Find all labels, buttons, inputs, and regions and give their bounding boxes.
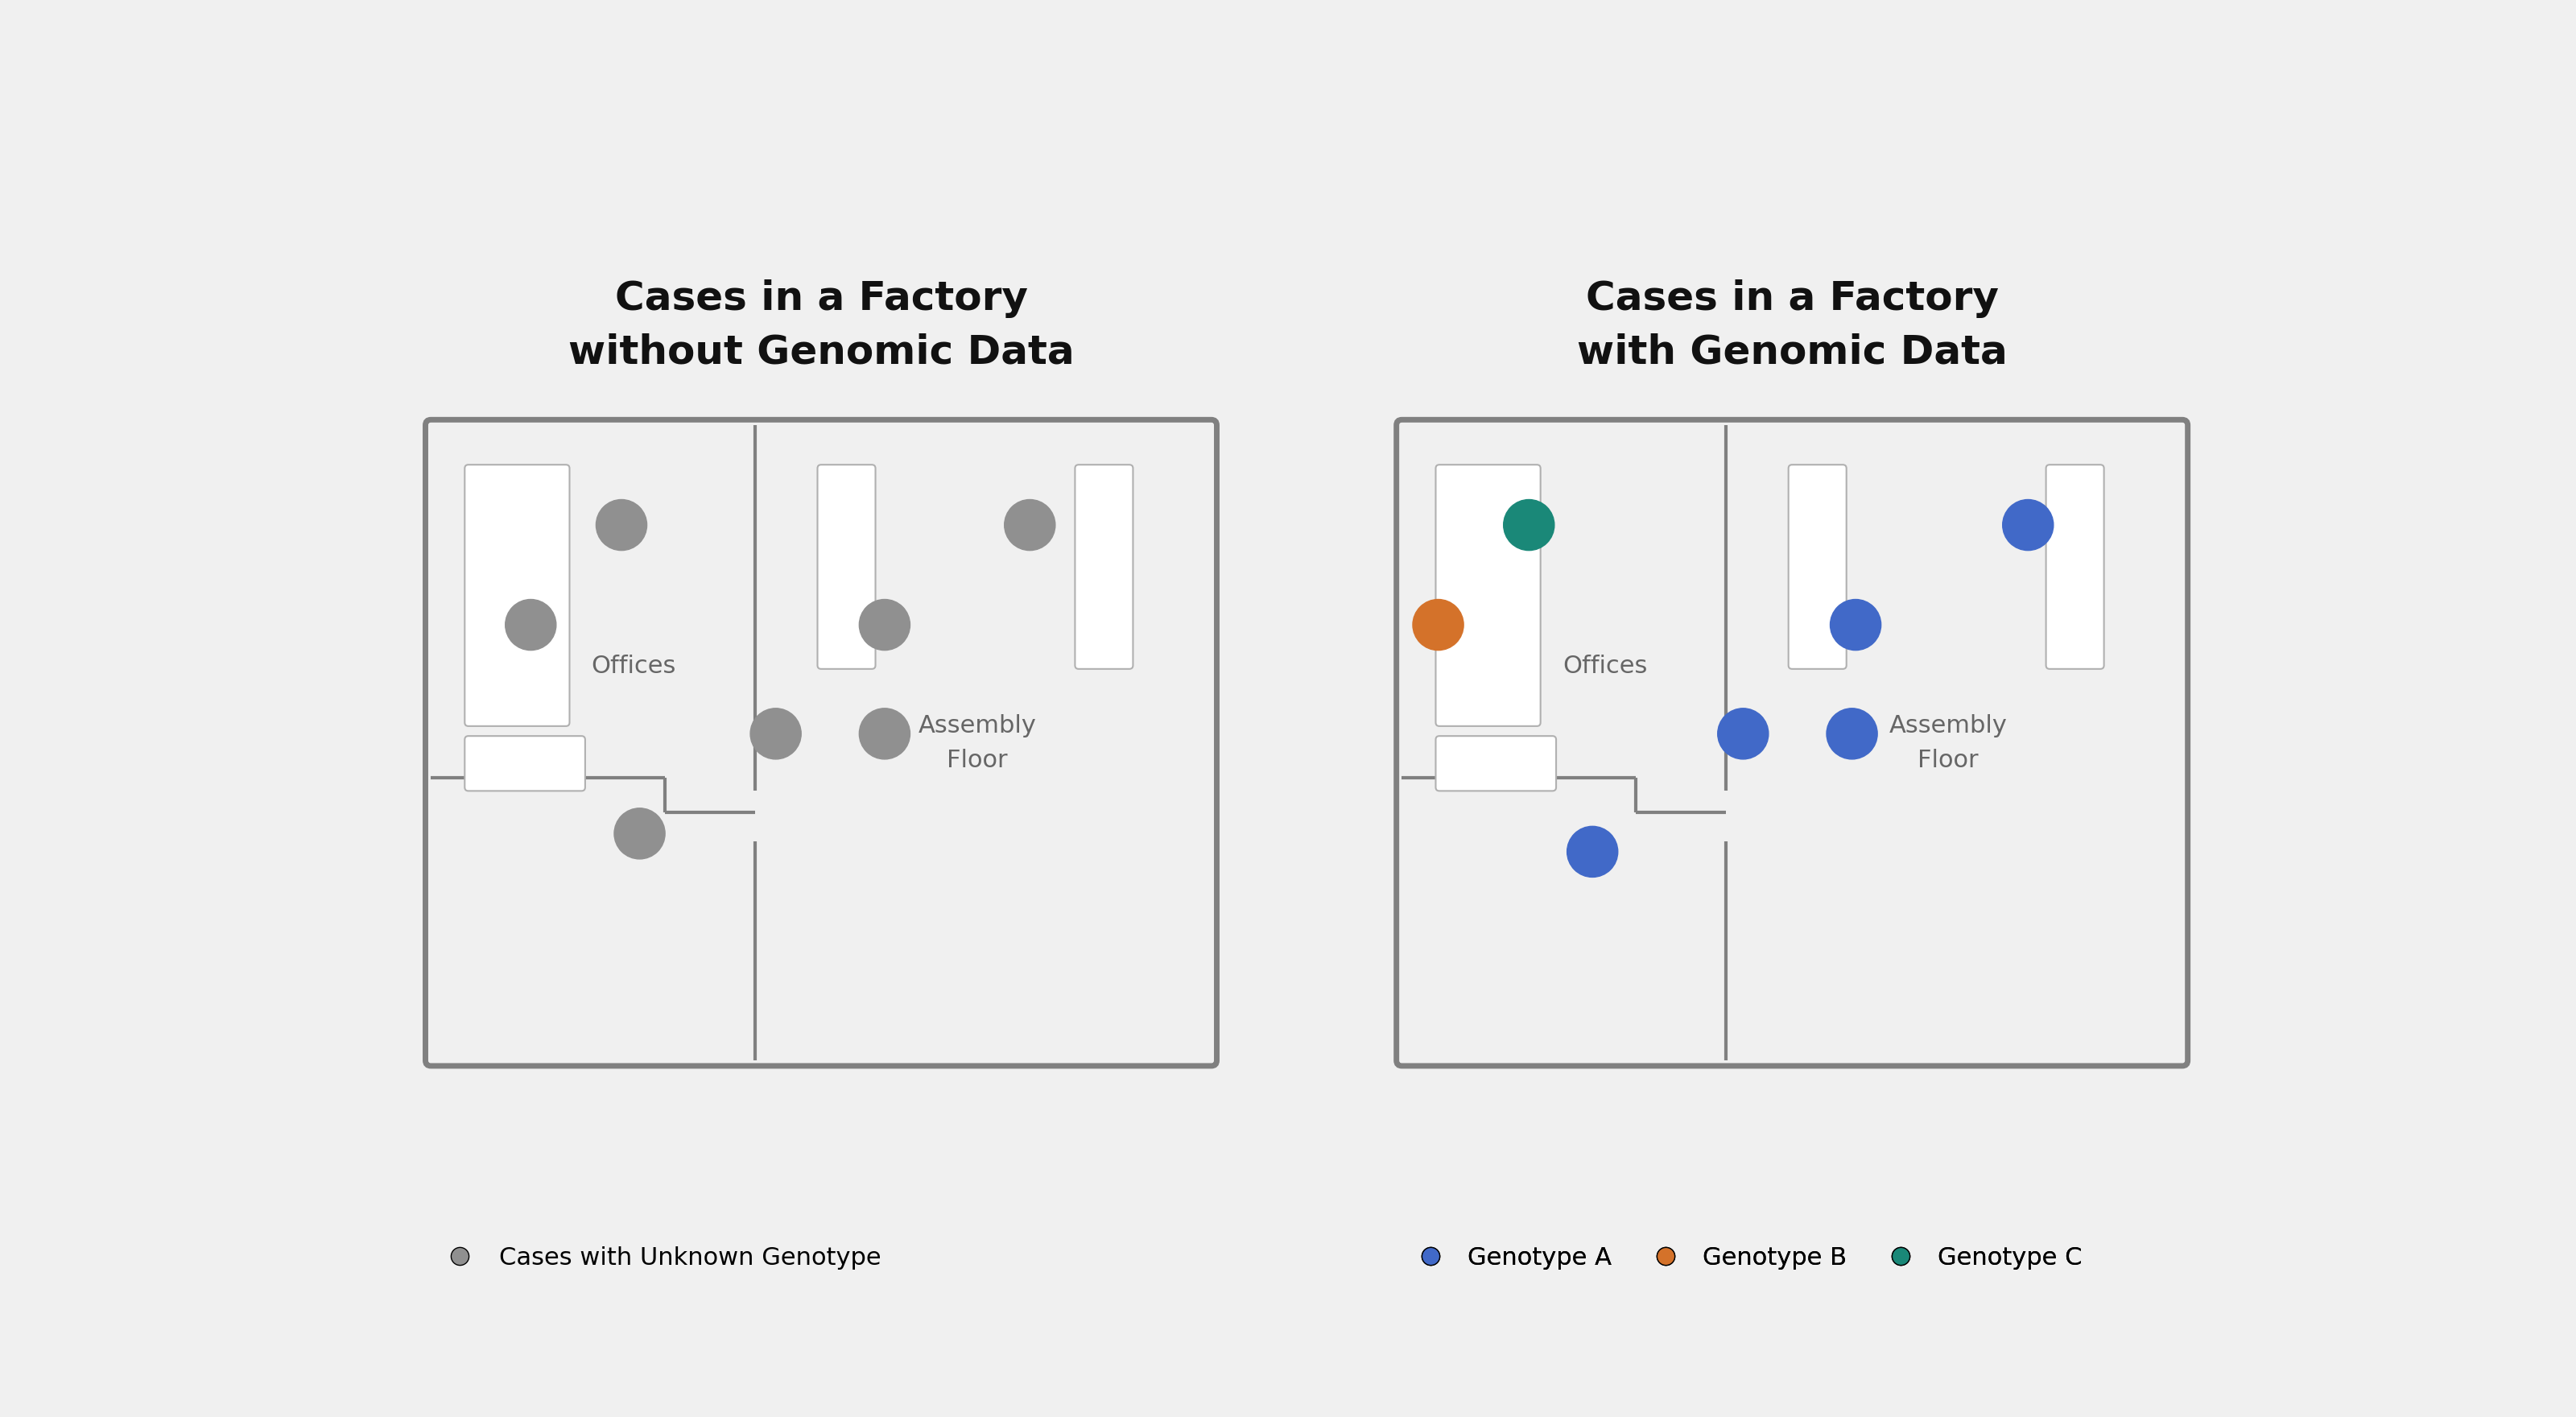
FancyBboxPatch shape [1074, 465, 1133, 669]
Circle shape [860, 708, 909, 760]
Text: Cases in a Factory
with Genomic Data: Cases in a Factory with Genomic Data [1577, 279, 2007, 371]
Legend: Genotype A, Genotype B, Genotype C: Genotype A, Genotype B, Genotype C [1396, 1236, 2092, 1280]
Text: Offices: Offices [592, 655, 677, 679]
Circle shape [1718, 708, 1770, 760]
Circle shape [1826, 708, 1878, 760]
Circle shape [750, 708, 801, 760]
FancyBboxPatch shape [817, 465, 876, 669]
Circle shape [860, 599, 909, 650]
FancyBboxPatch shape [464, 735, 585, 791]
Circle shape [613, 808, 665, 859]
FancyBboxPatch shape [2045, 465, 2105, 669]
Text: Cases in a Factory
without Genomic Data: Cases in a Factory without Genomic Data [569, 279, 1074, 371]
Circle shape [505, 599, 556, 650]
Circle shape [2002, 500, 2053, 550]
FancyBboxPatch shape [1435, 465, 1540, 726]
Circle shape [1504, 500, 1553, 550]
Text: Assembly
Floor: Assembly Floor [917, 714, 1036, 772]
Circle shape [595, 500, 647, 550]
Text: Offices: Offices [1564, 655, 1646, 679]
FancyBboxPatch shape [1435, 735, 1556, 791]
Circle shape [1412, 599, 1463, 650]
FancyBboxPatch shape [1396, 419, 2187, 1066]
FancyBboxPatch shape [425, 419, 1216, 1066]
Circle shape [1005, 500, 1056, 550]
Text: Assembly
Floor: Assembly Floor [1888, 714, 2007, 772]
FancyBboxPatch shape [1788, 465, 1847, 669]
Circle shape [1566, 826, 1618, 877]
Circle shape [1829, 599, 1880, 650]
FancyBboxPatch shape [464, 465, 569, 726]
